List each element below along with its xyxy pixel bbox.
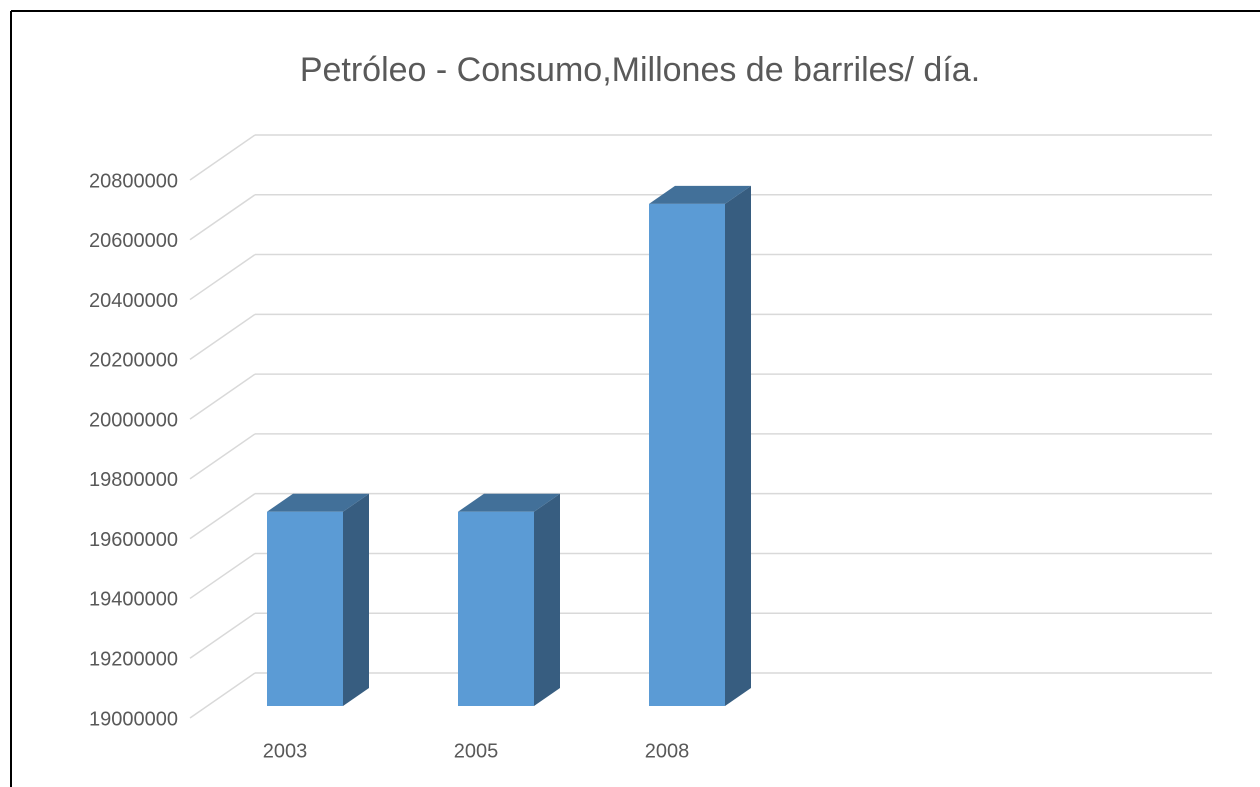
x-tick-label: 2003: [263, 740, 308, 762]
y-tick-label: 20600000: [89, 230, 178, 252]
grid-line-side: [189, 313, 256, 360]
y-tick-label: 19600000: [89, 529, 178, 551]
bar-top: [649, 185, 751, 204]
grid-line-side: [189, 493, 256, 540]
x-tick-label: 2008: [645, 740, 690, 762]
bar: [649, 203, 725, 706]
bar-side: [534, 493, 560, 706]
y-tick-label: 20200000: [89, 350, 178, 372]
bar-top: [267, 493, 369, 512]
grid-line-side: [189, 612, 256, 659]
x-tick-label: 2005: [454, 740, 499, 762]
grid-line-side: [189, 134, 256, 181]
y-tick-label: 19400000: [89, 589, 178, 611]
y-tick-label: 19800000: [89, 469, 178, 491]
y-tick-label: 20800000: [89, 170, 178, 192]
grid-line-side: [189, 433, 256, 480]
y-tick-label: 19200000: [89, 649, 178, 671]
y-tick-label: 20000000: [89, 409, 178, 431]
chart-title: Petróleo - Consumo,Millones de barriles/…: [300, 51, 980, 89]
bar-top: [458, 493, 560, 512]
grid-line-side: [189, 253, 256, 301]
bar-side: [343, 493, 369, 706]
bar: [267, 511, 343, 706]
grid-line-side: [189, 552, 256, 600]
grid-line-side: [189, 672, 256, 719]
grid-line-side: [189, 194, 256, 241]
y-tick-label: 20400000: [89, 290, 178, 312]
y-tick-label: 19000000: [89, 708, 178, 730]
bar: [458, 511, 534, 706]
bar-side: [725, 185, 751, 706]
grid-line-side: [189, 373, 256, 420]
